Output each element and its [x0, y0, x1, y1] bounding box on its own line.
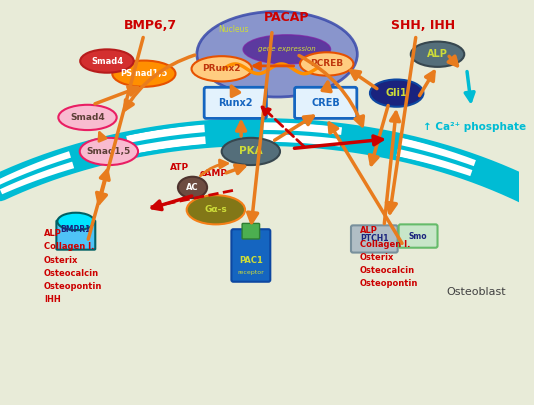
Ellipse shape [58, 105, 116, 130]
FancyBboxPatch shape [295, 87, 357, 118]
Text: cAMP: cAMP [200, 169, 228, 178]
Ellipse shape [300, 52, 354, 76]
Text: ALP: ALP [427, 49, 448, 59]
Text: PACAP: PACAP [264, 11, 310, 24]
Ellipse shape [57, 213, 95, 230]
Ellipse shape [112, 61, 176, 87]
Text: PAC1: PAC1 [239, 256, 263, 265]
Text: Gα-s: Gα-s [205, 205, 227, 214]
Ellipse shape [178, 177, 207, 198]
Text: BMPR1: BMPR1 [61, 225, 91, 234]
FancyBboxPatch shape [231, 229, 270, 282]
FancyBboxPatch shape [351, 225, 398, 253]
Ellipse shape [187, 195, 245, 224]
Text: gene expression: gene expression [258, 46, 316, 52]
Text: Smad4: Smad4 [70, 113, 105, 122]
Ellipse shape [197, 11, 357, 97]
Text: SHH, IHH: SHH, IHH [391, 19, 455, 32]
Text: PSmad1,5: PSmad1,5 [120, 69, 168, 78]
Text: Smad4: Smad4 [91, 57, 123, 66]
Text: CREB: CREB [311, 98, 340, 108]
Text: Smo: Smo [409, 232, 427, 241]
Ellipse shape [80, 49, 134, 73]
Ellipse shape [57, 228, 95, 246]
Text: Gli1: Gli1 [386, 88, 407, 98]
Text: PTCH1: PTCH1 [360, 234, 389, 243]
Text: Osteoblast: Osteoblast [446, 288, 506, 297]
Text: PRunx2: PRunx2 [202, 64, 241, 73]
Ellipse shape [411, 42, 464, 67]
Text: Smad1,5: Smad1,5 [87, 147, 131, 156]
FancyBboxPatch shape [57, 220, 95, 249]
Text: BMP6,7: BMP6,7 [124, 19, 177, 32]
Ellipse shape [80, 138, 138, 165]
Text: receptor: receptor [238, 271, 264, 275]
Text: PCREB: PCREB [310, 60, 343, 68]
Text: PKA: PKA [239, 147, 263, 156]
Text: ALP
Collagen I.
Osterix
Osteocalcin
Osteopontin: ALP Collagen I. Osterix Osteocalcin Oste… [360, 226, 418, 288]
Text: ALP
Collagen I.
Osterix
Osteocalcin
Osteopontin
IHH: ALP Collagen I. Osterix Osteocalcin Oste… [44, 229, 102, 304]
FancyBboxPatch shape [242, 224, 260, 239]
Ellipse shape [243, 35, 331, 64]
Text: ATP: ATP [170, 164, 190, 173]
Text: AC: AC [186, 183, 199, 192]
FancyBboxPatch shape [204, 87, 266, 118]
Ellipse shape [192, 56, 252, 81]
Text: Runx2: Runx2 [218, 98, 253, 108]
Ellipse shape [370, 79, 423, 107]
FancyBboxPatch shape [398, 224, 437, 248]
Text: Nucleus: Nucleus [218, 26, 249, 34]
Ellipse shape [222, 138, 280, 165]
Text: ↑ Ca²⁺ phosphate: ↑ Ca²⁺ phosphate [423, 122, 526, 132]
